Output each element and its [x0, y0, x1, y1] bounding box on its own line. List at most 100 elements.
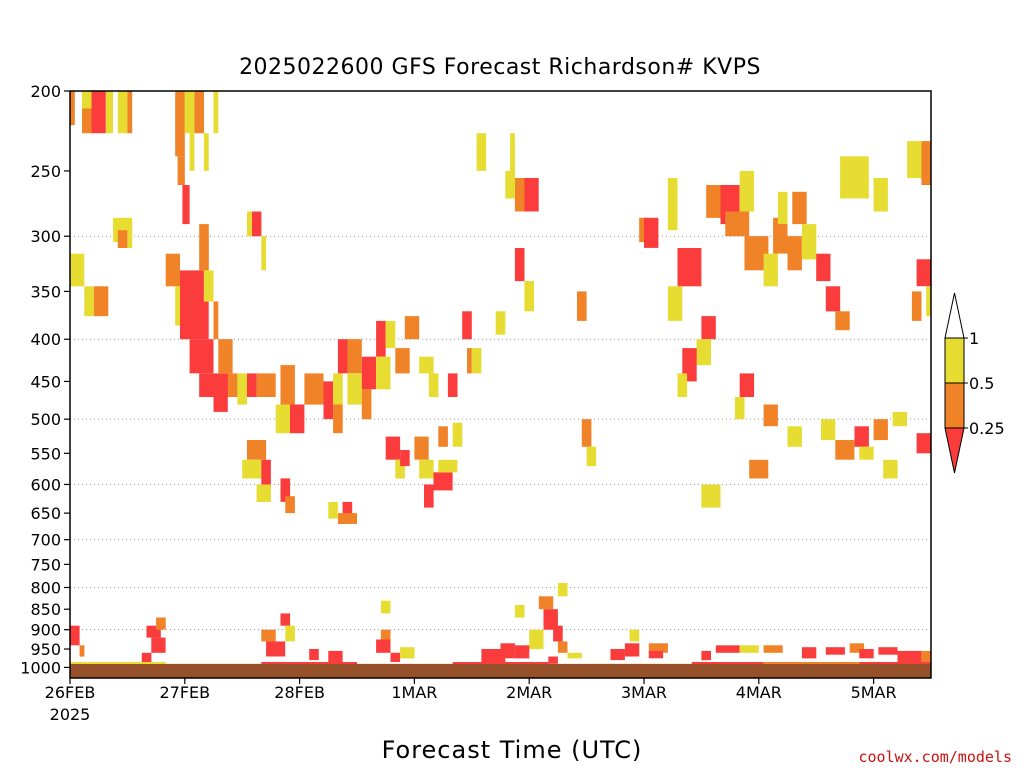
ri-cell	[739, 373, 755, 397]
ri-cell	[156, 617, 166, 630]
ri-cell	[213, 91, 219, 134]
ri-cell	[237, 373, 247, 405]
ri-cell	[376, 639, 391, 653]
ri-cell	[644, 217, 659, 248]
ri-cell	[706, 185, 721, 218]
x-axis: 26FEB 2025 27FEB 28FEB 1MAR 2MAR 3MAR 4MAR 5MAR	[45, 678, 897, 724]
legend-swatch	[944, 382, 965, 429]
ri-cell	[177, 156, 185, 185]
ri-cell	[682, 348, 697, 382]
ri-cell	[79, 645, 85, 657]
ri-cell	[557, 583, 568, 597]
ri-cell	[280, 365, 295, 405]
ri-cell	[835, 440, 855, 460]
ri-cell	[873, 178, 888, 212]
ri-cell	[825, 286, 841, 312]
ri-cell	[194, 91, 204, 134]
ri-cell	[328, 501, 338, 519]
y-tick-label: 450	[30, 372, 61, 391]
ri-cell	[667, 286, 683, 321]
ri-cell	[677, 373, 688, 397]
ri-cell	[333, 373, 343, 405]
ri-cell	[825, 647, 845, 655]
ri-cell	[777, 191, 788, 225]
ri-cell	[859, 446, 874, 460]
y-tick-label: 250	[30, 162, 61, 181]
ri-cell	[873, 419, 888, 441]
ri-cell	[247, 440, 267, 460]
ri-cell	[380, 600, 391, 614]
ri-cell	[127, 224, 133, 248]
ri-cell	[70, 91, 75, 126]
ri-cell	[801, 224, 817, 260]
ri-cell	[261, 236, 267, 271]
y-tick-label: 950	[30, 640, 61, 659]
ri-cell	[376, 320, 386, 357]
ri-cell	[763, 645, 783, 653]
ri-cell	[897, 650, 922, 662]
ri-cell	[892, 411, 908, 427]
ri-cell	[395, 348, 410, 374]
x-tick-label: 2MAR	[506, 683, 552, 702]
ri-cell	[91, 91, 106, 134]
x-tick-label: 28FEB	[274, 683, 325, 702]
ri-cell	[510, 133, 515, 185]
ri-cell	[926, 286, 931, 317]
ri-cell	[801, 647, 817, 659]
ri-cell	[744, 236, 769, 271]
ri-cell	[500, 643, 515, 659]
ri-cell	[667, 178, 678, 218]
ri-cell	[529, 629, 544, 650]
ri-cell	[739, 645, 759, 653]
ri-cell	[610, 649, 625, 661]
ri-cell	[447, 373, 458, 397]
ri-cell	[189, 133, 195, 171]
ri-cell	[280, 478, 291, 502]
ri-cell	[419, 356, 434, 374]
ri-cell	[835, 311, 850, 331]
ri-cell	[701, 316, 716, 340]
ri-cell	[495, 311, 506, 335]
ri-cell	[524, 281, 534, 312]
ri-cell	[462, 311, 472, 340]
ri-cell	[567, 652, 582, 659]
ri-cell	[691, 662, 764, 666]
y-tick-label: 750	[30, 555, 61, 574]
plot-frame	[69, 90, 932, 679]
y-tick-label: 650	[30, 504, 61, 523]
ri-cell	[715, 645, 740, 653]
credit-link[interactable]: coolwx.com/models	[858, 748, 1012, 766]
ri-cell	[773, 217, 788, 254]
ri-cell	[333, 404, 343, 434]
ri-cell	[151, 637, 166, 653]
y-tick-label: 600	[30, 475, 61, 494]
y-tick-label: 200	[30, 82, 61, 101]
ri-cell	[878, 647, 898, 655]
ri-cell	[763, 404, 778, 427]
ri-cell	[428, 373, 439, 397]
ri-cell	[261, 629, 276, 642]
ri-cell	[117, 230, 128, 248]
ri-cell	[648, 643, 668, 653]
ri-cell	[701, 484, 721, 508]
ri-cell	[328, 650, 343, 662]
ri-cell	[361, 356, 377, 390]
ri-cell	[916, 433, 931, 454]
ri-cell	[787, 426, 802, 447]
ri-cell	[404, 316, 420, 340]
ri-cell	[921, 141, 931, 185]
ri-cell	[256, 373, 276, 397]
ri-cell	[538, 596, 554, 610]
ri-cell	[907, 141, 922, 179]
x-axis-label: Forecast Time (UTC)	[382, 736, 643, 764]
ri-cell	[787, 236, 802, 271]
x-tick-label: 5MAR	[851, 683, 897, 702]
ri-cell	[543, 609, 558, 630]
ri-cell	[290, 404, 305, 434]
ri-cell	[376, 356, 391, 390]
ground-surface	[70, 664, 931, 678]
y-axis: 200 250 300 350 400 450 500 550 600 650 700 750 800 8…	[20, 82, 70, 677]
y-tick-label: 850	[30, 600, 61, 619]
ri-cell	[93, 286, 109, 317]
plot-area: 200 250 300 350 400 450 500 550 600 650 700 750 800 8…	[20, 82, 932, 724]
